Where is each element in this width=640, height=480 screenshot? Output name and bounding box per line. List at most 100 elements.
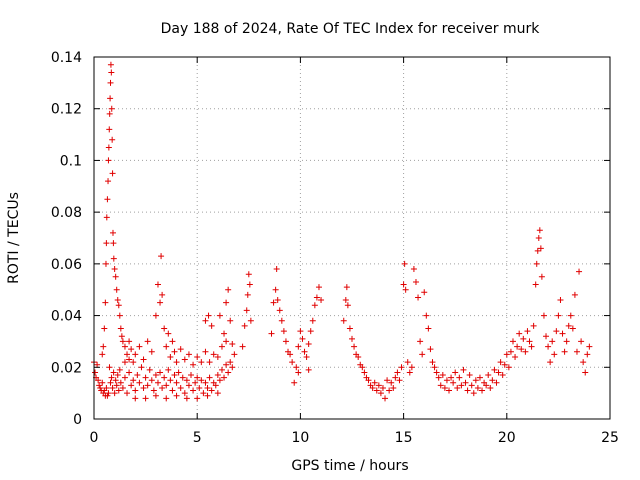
data-point [171, 348, 178, 355]
data-point [169, 387, 176, 394]
data-point [272, 286, 279, 293]
data-point [282, 338, 289, 345]
data-point [408, 364, 415, 371]
data-point [229, 341, 236, 348]
data-point [491, 366, 498, 373]
data-point [128, 382, 135, 389]
data-point [107, 61, 114, 68]
data-point [105, 178, 112, 185]
data-point [509, 338, 516, 345]
data-point [466, 372, 473, 379]
data-point [398, 364, 405, 371]
data-point [144, 338, 151, 345]
data-point [115, 302, 122, 309]
data-point [549, 338, 556, 345]
data-point [202, 379, 209, 386]
data-point [109, 229, 116, 236]
x-tick-label: 10 [291, 430, 309, 446]
grid-lines [94, 57, 610, 419]
data-point [181, 356, 188, 363]
data-point [110, 240, 117, 247]
data-point [493, 379, 500, 386]
data-point [437, 382, 444, 389]
data-point [146, 366, 153, 373]
data-point [573, 348, 580, 355]
data-point [241, 322, 248, 329]
data-point [223, 299, 230, 306]
data-point [402, 286, 409, 293]
data-point [458, 382, 465, 389]
data-point [586, 343, 593, 350]
data-point [96, 382, 103, 389]
data-point [421, 289, 428, 296]
data-point [516, 330, 523, 337]
data-point [528, 343, 535, 350]
data-point [214, 353, 221, 360]
data-point [315, 284, 322, 291]
data-point [443, 377, 450, 384]
data-point [165, 330, 172, 337]
y-tick-label: 0.04 [51, 309, 82, 325]
data-point [212, 382, 219, 389]
data-point [134, 372, 141, 379]
data-point [112, 377, 119, 384]
data-point [355, 353, 362, 360]
data-point [382, 395, 389, 402]
data-point [130, 359, 137, 366]
data-point [117, 325, 124, 332]
data-point [185, 351, 192, 358]
data-point [555, 312, 562, 319]
data-point [148, 377, 155, 384]
data-point [441, 384, 448, 391]
data-point [95, 377, 102, 384]
data-point [173, 359, 180, 366]
data-point [495, 369, 502, 376]
data-point [154, 379, 161, 386]
data-point [239, 343, 246, 350]
x-tick-label: 5 [193, 430, 202, 446]
data-point [400, 281, 407, 288]
data-point [423, 312, 430, 319]
data-point [221, 374, 228, 381]
data-point [540, 312, 547, 319]
data-point [171, 372, 178, 379]
data-point [114, 372, 121, 379]
data-point [371, 379, 378, 386]
data-point [468, 382, 475, 389]
data-point [305, 366, 312, 373]
data-point [479, 387, 486, 394]
data-point [410, 266, 417, 273]
data-point [318, 297, 325, 304]
y-tick-label: 0.08 [51, 205, 82, 221]
y-tick-label: 0 [73, 412, 82, 428]
data-point [273, 266, 280, 273]
data-point [505, 364, 512, 371]
data-point [553, 328, 560, 335]
data-point [390, 384, 397, 391]
data-point [169, 338, 176, 345]
data-point [460, 366, 467, 373]
data-point [119, 338, 126, 345]
data-point [198, 377, 205, 384]
data-point [384, 377, 391, 384]
data-point [280, 328, 287, 335]
data-point [313, 294, 320, 301]
data-point [472, 377, 479, 384]
data-point [214, 372, 221, 379]
data-point [208, 322, 215, 329]
data-point [512, 353, 519, 360]
data-point [216, 312, 223, 319]
data-point [412, 278, 419, 285]
data-point [154, 281, 161, 288]
data-point [401, 260, 408, 267]
data-point [126, 356, 133, 363]
data-point [537, 245, 544, 252]
data-point [404, 359, 411, 366]
data-point [227, 359, 234, 366]
data-point [107, 79, 114, 86]
data-point [386, 387, 393, 394]
data-point [173, 392, 180, 399]
data-point [569, 325, 576, 332]
data-point [177, 384, 184, 391]
